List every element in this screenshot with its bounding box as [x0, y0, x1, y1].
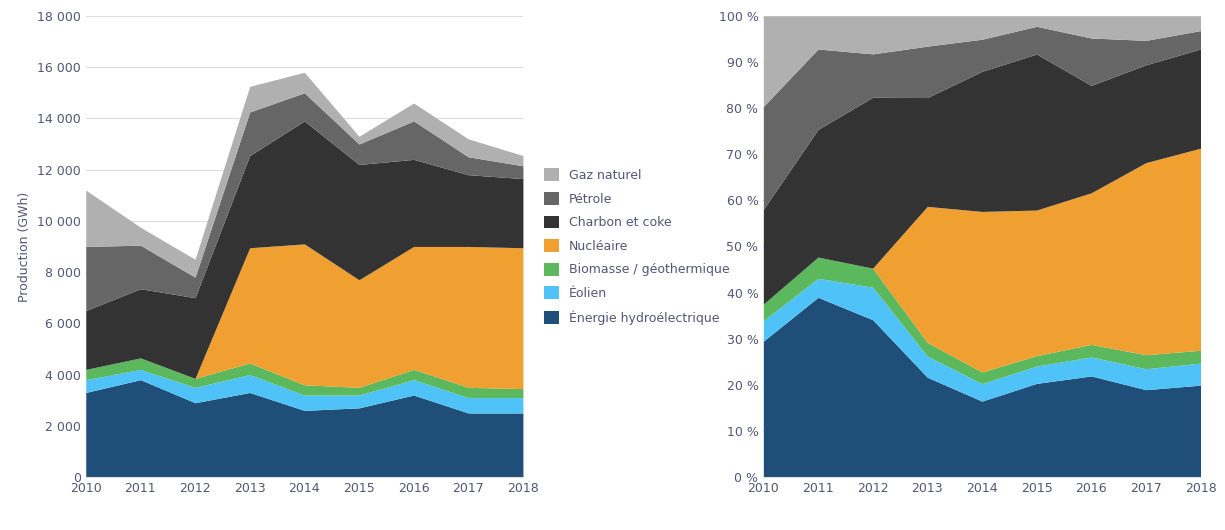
Y-axis label: Production (GWh): Production (GWh) — [18, 191, 32, 302]
Legend: Gaz naturel, Pétrole, Charbon et coke, Nucléaire, Biomasse / géothermique, Éolie: Gaz naturel, Pétrole, Charbon et coke, N… — [538, 162, 736, 331]
